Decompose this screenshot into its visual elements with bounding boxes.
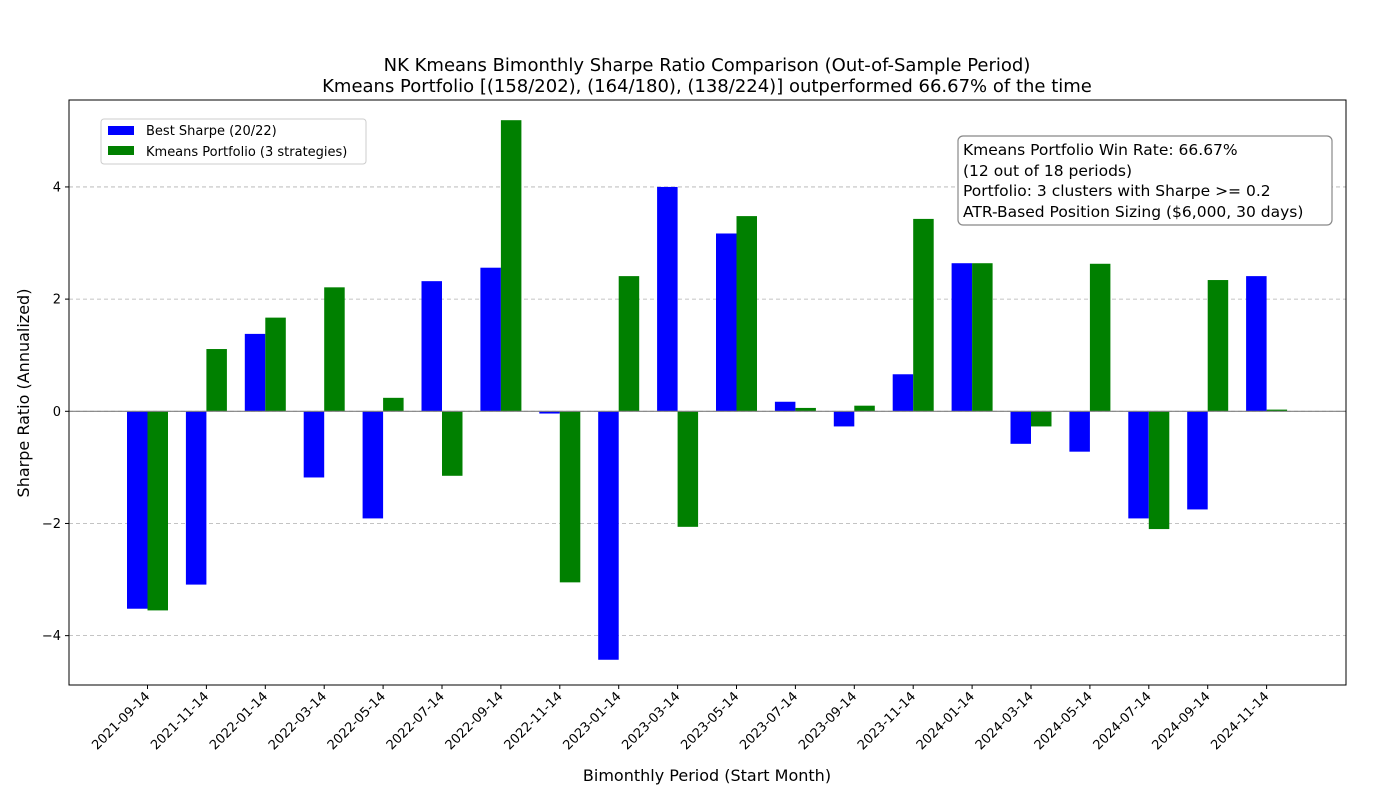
chart-subtitle: Kmeans Portfolio [(158/202), (164/180), … — [322, 76, 1092, 97]
bar-best-sharpe-2022-11-14 — [539, 411, 560, 414]
x-tick-label: 2023-09-14 — [796, 689, 860, 753]
x-tick-label: 2023-07-14 — [737, 689, 801, 753]
annotation-line-clusters: Portfolio: 3 clusters with Sharpe >= 0.2 — [963, 182, 1271, 200]
bar-kmeans-portfolio-2023-09-14 — [854, 405, 875, 412]
x-tick-label: 2022-05-14 — [325, 689, 389, 753]
bar-kmeans-portfolio-2023-05-14 — [736, 216, 757, 412]
x-tick-label: 2022-01-14 — [207, 689, 271, 753]
legend: Best Sharpe (20/22) Kmeans Portfolio (3 … — [100, 118, 367, 165]
chart-title: NK Kmeans Bimonthly Sharpe Ratio Compari… — [384, 55, 1031, 76]
bar-best-sharpe-2023-01-14 — [598, 411, 619, 660]
bar-best-sharpe-2024-03-14 — [1010, 411, 1031, 444]
x-tick-label: 2023-11-14 — [855, 689, 919, 753]
bar-kmeans-portfolio-2024-01-14 — [972, 263, 993, 412]
annotation-line-periods: (12 out of 18 periods) — [963, 162, 1132, 180]
x-tick-label: 2022-03-14 — [266, 689, 330, 753]
bar-best-sharpe-2021-09-14 — [127, 411, 148, 609]
y-axis-ticks: −4 −2 0 2 4 — [42, 180, 69, 644]
bar-best-sharpe-2021-11-14 — [185, 411, 207, 585]
bar-kmeans-portfolio-2024-03-14 — [1031, 411, 1052, 427]
bar-best-sharpe-2024-01-14 — [951, 263, 973, 412]
bar-kmeans-portfolio-2024-07-14 — [1148, 411, 1170, 530]
bar-best-sharpe-2024-07-14 — [1128, 411, 1149, 519]
plot-area-frame — [68, 99, 1347, 686]
bar-best-sharpe-2024-09-14 — [1187, 411, 1208, 510]
bar-best-sharpe-2023-09-14 — [833, 411, 855, 427]
bar-kmeans-portfolio-2021-09-14 — [147, 411, 168, 611]
x-axis-label: Bimonthly Period (Start Month) — [583, 766, 831, 785]
x-tick-label: 2021-11-14 — [148, 689, 212, 753]
annotation-line-position-sizing: ATR-Based Position Sizing ($6,000, 30 da… — [963, 203, 1303, 221]
x-tick-label: 2021-09-14 — [89, 689, 153, 753]
bar-kmeans-portfolio-2022-11-14 — [559, 411, 581, 583]
bar-best-sharpe-2023-11-14 — [892, 374, 914, 412]
bar-kmeans-portfolio-2023-07-14 — [795, 407, 816, 412]
annotation-box-frame — [957, 135, 1333, 226]
bar-kmeans-portfolio-2023-03-14 — [677, 411, 699, 527]
x-tick-label: 2024-07-14 — [1091, 689, 1155, 753]
y-tick-label: −4 — [42, 629, 61, 644]
bar-best-sharpe-2022-09-14 — [480, 267, 501, 412]
x-tick-label: 2022-11-14 — [502, 689, 566, 753]
x-tick-label: 2022-09-14 — [443, 689, 507, 753]
bar-kmeans-portfolio-2024-05-14 — [1089, 263, 1111, 412]
y-tick-label: 2 — [53, 293, 61, 308]
annotation-line-win-rate: Kmeans Portfolio Win Rate: 66.67% — [963, 141, 1238, 159]
bar-best-sharpe-2023-07-14 — [774, 401, 796, 412]
y-tick-label: 4 — [53, 180, 61, 195]
legend-label-kmeans-portfolio: Kmeans Portfolio (3 strategies) — [146, 145, 347, 160]
bar-kmeans-portfolio-2021-11-14 — [206, 349, 227, 412]
bar-kmeans-portfolio-2024-09-14 — [1207, 280, 1229, 412]
bar-kmeans-portfolio-2022-07-14 — [442, 411, 463, 476]
x-tick-label: 2024-03-14 — [973, 689, 1037, 753]
bar-kmeans-portfolio-2022-01-14 — [265, 317, 286, 412]
x-tick-label: 2024-05-14 — [1032, 689, 1096, 753]
win-rate-annotation: Kmeans Portfolio Win Rate: 66.67% (12 ou… — [957, 135, 1333, 226]
bar-best-sharpe-2023-05-14 — [716, 233, 737, 412]
bar-kmeans-portfolio-2023-11-14 — [913, 218, 934, 412]
bar-kmeans-portfolio-2024-11-14 — [1266, 409, 1288, 412]
x-tick-label: 2024-11-14 — [1208, 689, 1272, 753]
bars — [127, 120, 1288, 660]
y-axis-label: Sharpe Ratio (Annualized) — [14, 289, 33, 498]
legend-swatch-kmeans-portfolio — [108, 146, 134, 155]
bar-best-sharpe-2024-05-14 — [1069, 411, 1090, 452]
bar-best-sharpe-2022-05-14 — [362, 411, 384, 519]
bar-kmeans-portfolio-2023-01-14 — [618, 276, 640, 412]
x-tick-label: 2024-01-14 — [914, 689, 978, 753]
legend-label-best-sharpe: Best Sharpe (20/22) — [146, 124, 277, 139]
x-tick-label: 2023-03-14 — [619, 689, 683, 753]
x-tick-label: 2023-05-14 — [678, 689, 742, 753]
y-tick-label: −2 — [42, 517, 61, 532]
bar-best-sharpe-2022-03-14 — [303, 411, 325, 478]
bar-best-sharpe-2022-07-14 — [421, 281, 442, 412]
bar-best-sharpe-2024-11-14 — [1246, 276, 1267, 412]
legend-box — [100, 118, 367, 165]
bar-best-sharpe-2022-01-14 — [244, 333, 266, 412]
x-axis-ticks: 2021-09-142021-11-142022-01-142022-03-14… — [89, 685, 1272, 753]
bar-best-sharpe-2023-03-14 — [657, 186, 678, 412]
bar-kmeans-portfolio-2022-03-14 — [324, 287, 345, 412]
y-tick-label: 0 — [53, 405, 61, 420]
bar-kmeans-portfolio-2022-05-14 — [383, 397, 404, 412]
bar-kmeans-portfolio-2022-09-14 — [500, 120, 522, 412]
x-tick-label: 2024-09-14 — [1149, 689, 1213, 753]
x-tick-label: 2022-07-14 — [384, 689, 448, 753]
legend-swatch-best-sharpe — [108, 126, 134, 135]
x-tick-label: 2023-01-14 — [560, 689, 624, 753]
